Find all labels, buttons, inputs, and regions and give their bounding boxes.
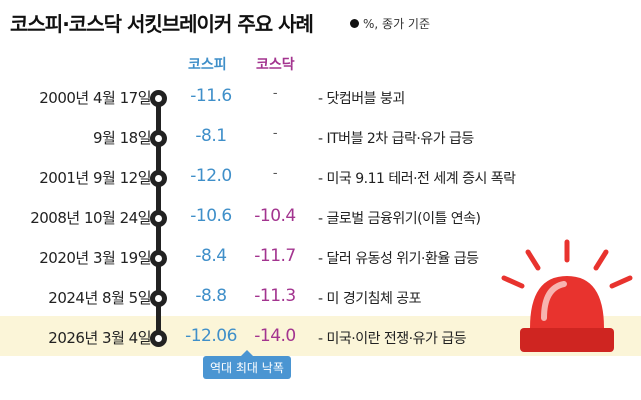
kospi-value: -10.6 [190, 206, 232, 226]
record-drop-badge: 역대 최대 낙폭 [203, 350, 291, 379]
timeline-node [150, 130, 167, 147]
kospi-value: -12.06 [185, 326, 237, 346]
kosdaq-value: -11.7 [254, 246, 296, 266]
event-description: - 닷컴버블 붕괴 [318, 91, 405, 107]
kospi-value: -8.1 [195, 126, 227, 146]
kospi-value: -11.6 [190, 86, 232, 106]
kosdaq-value: -14.0 [254, 326, 296, 346]
timeline-node [150, 170, 167, 187]
event-date: 2001년 9월 12일 [39, 169, 151, 187]
timeline-node [150, 210, 167, 227]
event-row: 2001년 9월 12일 -12.0 - - 미국 9.11 테러·전 세계 증시 폭… [0, 158, 641, 198]
event-date: 2026년 3월 4일 [48, 329, 151, 347]
event-description: - IT버블 2차 급락·유가 급등 [318, 131, 474, 147]
event-description: - 달러 유동성 위기·환율 급등 [318, 251, 479, 267]
event-row: 2000년 4월 17일 -11.6 - - 닷컴버블 붕괴 [0, 78, 641, 118]
event-description: - 글로벌 금융위기(이틀 연속) [318, 211, 481, 227]
event-row: 2024년 8월 5일 -8.8 -11.3 - 미 경기침체 공포 [0, 278, 641, 318]
black-dot-icon [350, 19, 359, 28]
kospi-value: -12.0 [190, 166, 232, 186]
event-description: - 미국·이란 전쟁·유가 급등 [318, 331, 467, 347]
kosdaq-column-header: 코스닥 [256, 57, 295, 73]
kospi-value: -8.8 [195, 286, 227, 306]
event-description: - 미 경기침체 공포 [318, 291, 422, 307]
timeline-node [150, 330, 167, 347]
event-date: 2008년 10월 24일 [30, 209, 151, 227]
event-row: 2026년 3월 4일 -12.06 -14.0 - 미국·이란 전쟁·유가 급등 [0, 318, 641, 358]
kosdaq-value: -10.4 [254, 206, 296, 226]
event-row: 2020년 3월 19일 -8.4 -11.7 - 달러 유동성 위기·환율 급등 [0, 238, 641, 278]
kosdaq-value: - [272, 166, 278, 181]
event-description: - 미국 9.11 테러·전 세계 증시 폭락 [318, 171, 516, 187]
event-date: 2024년 8월 5일 [48, 289, 151, 307]
event-date: 9월 18일 [93, 129, 152, 147]
event-date: 2020년 3월 19일 [39, 249, 151, 267]
kosdaq-value: -11.3 [254, 286, 296, 306]
unit-note: %, 종가 기준 [350, 15, 430, 32]
page-title: 코스피·코스닥 서킷브레이커 주요 사례 [10, 12, 314, 36]
red-siren-icon [501, 239, 633, 352]
kosdaq-value: - [272, 86, 278, 101]
unit-note-text: %, 종가 기준 [363, 17, 431, 31]
timeline-node [150, 90, 167, 107]
event-row: 2008년 10월 24일 -10.6 -10.4 - 글로벌 금융위기(이틀 연속) [0, 198, 641, 238]
kosdaq-value: - [272, 126, 278, 141]
event-date: 2000년 4월 17일 [39, 89, 151, 107]
kospi-column-header: 코스피 [188, 57, 227, 73]
timeline-node [150, 250, 167, 267]
event-row: 9월 18일 -8.1 - - IT버블 2차 급락·유가 급등 [0, 118, 641, 158]
kospi-value: -8.4 [195, 246, 227, 266]
timeline-node [150, 290, 167, 307]
